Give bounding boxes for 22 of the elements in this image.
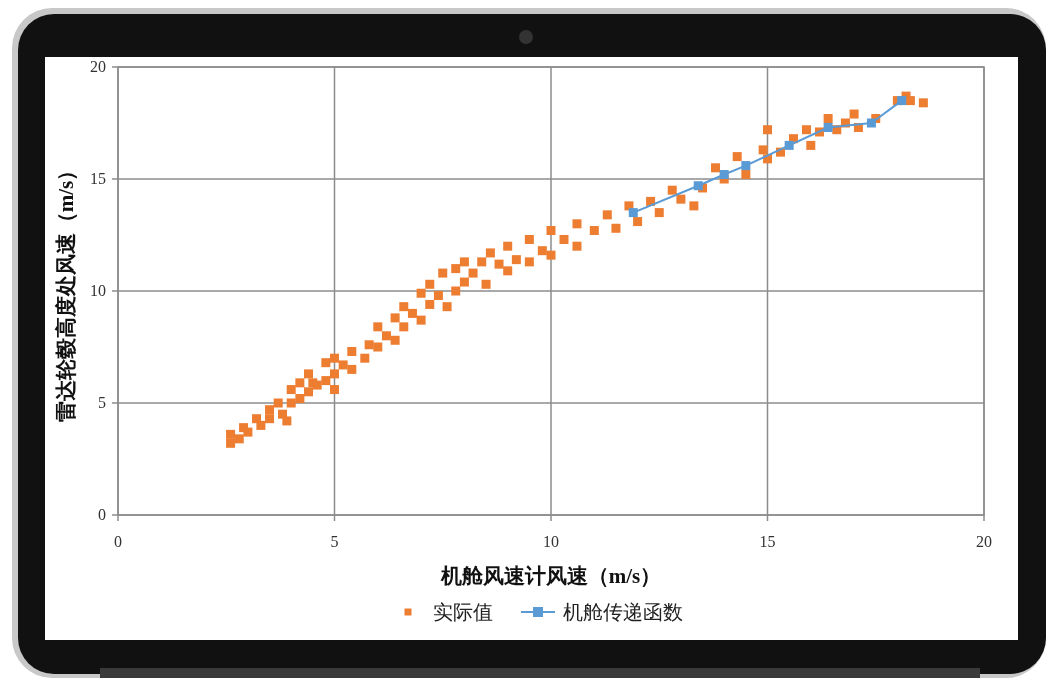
point [693,181,703,191]
point [741,161,751,171]
point [719,170,729,180]
point [897,96,907,106]
y-axis-title: 雷达轮毂高度处风速（m/s） [54,159,78,423]
point [784,140,794,150]
y-tick-label: 10 [90,282,106,299]
legend-label: 机舱传递函数 [563,601,683,623]
y-tick-label: 0 [98,506,106,523]
x-tick-label: 20 [976,533,992,550]
point [866,118,876,128]
legend-label: 实际值 [433,601,493,623]
x-tick-label: 0 [114,533,122,550]
x-axis-title: 机舱风速计风速（m/s） [439,564,662,588]
x-tick-label: 10 [543,533,559,550]
y-tick-label: 20 [90,58,106,75]
y-tick-label: 5 [98,394,106,411]
y-tick-label: 15 [90,170,106,187]
x-tick-label: 5 [330,533,339,550]
point [823,122,833,132]
x-tick-label: 15 [759,533,776,550]
point [628,208,638,218]
